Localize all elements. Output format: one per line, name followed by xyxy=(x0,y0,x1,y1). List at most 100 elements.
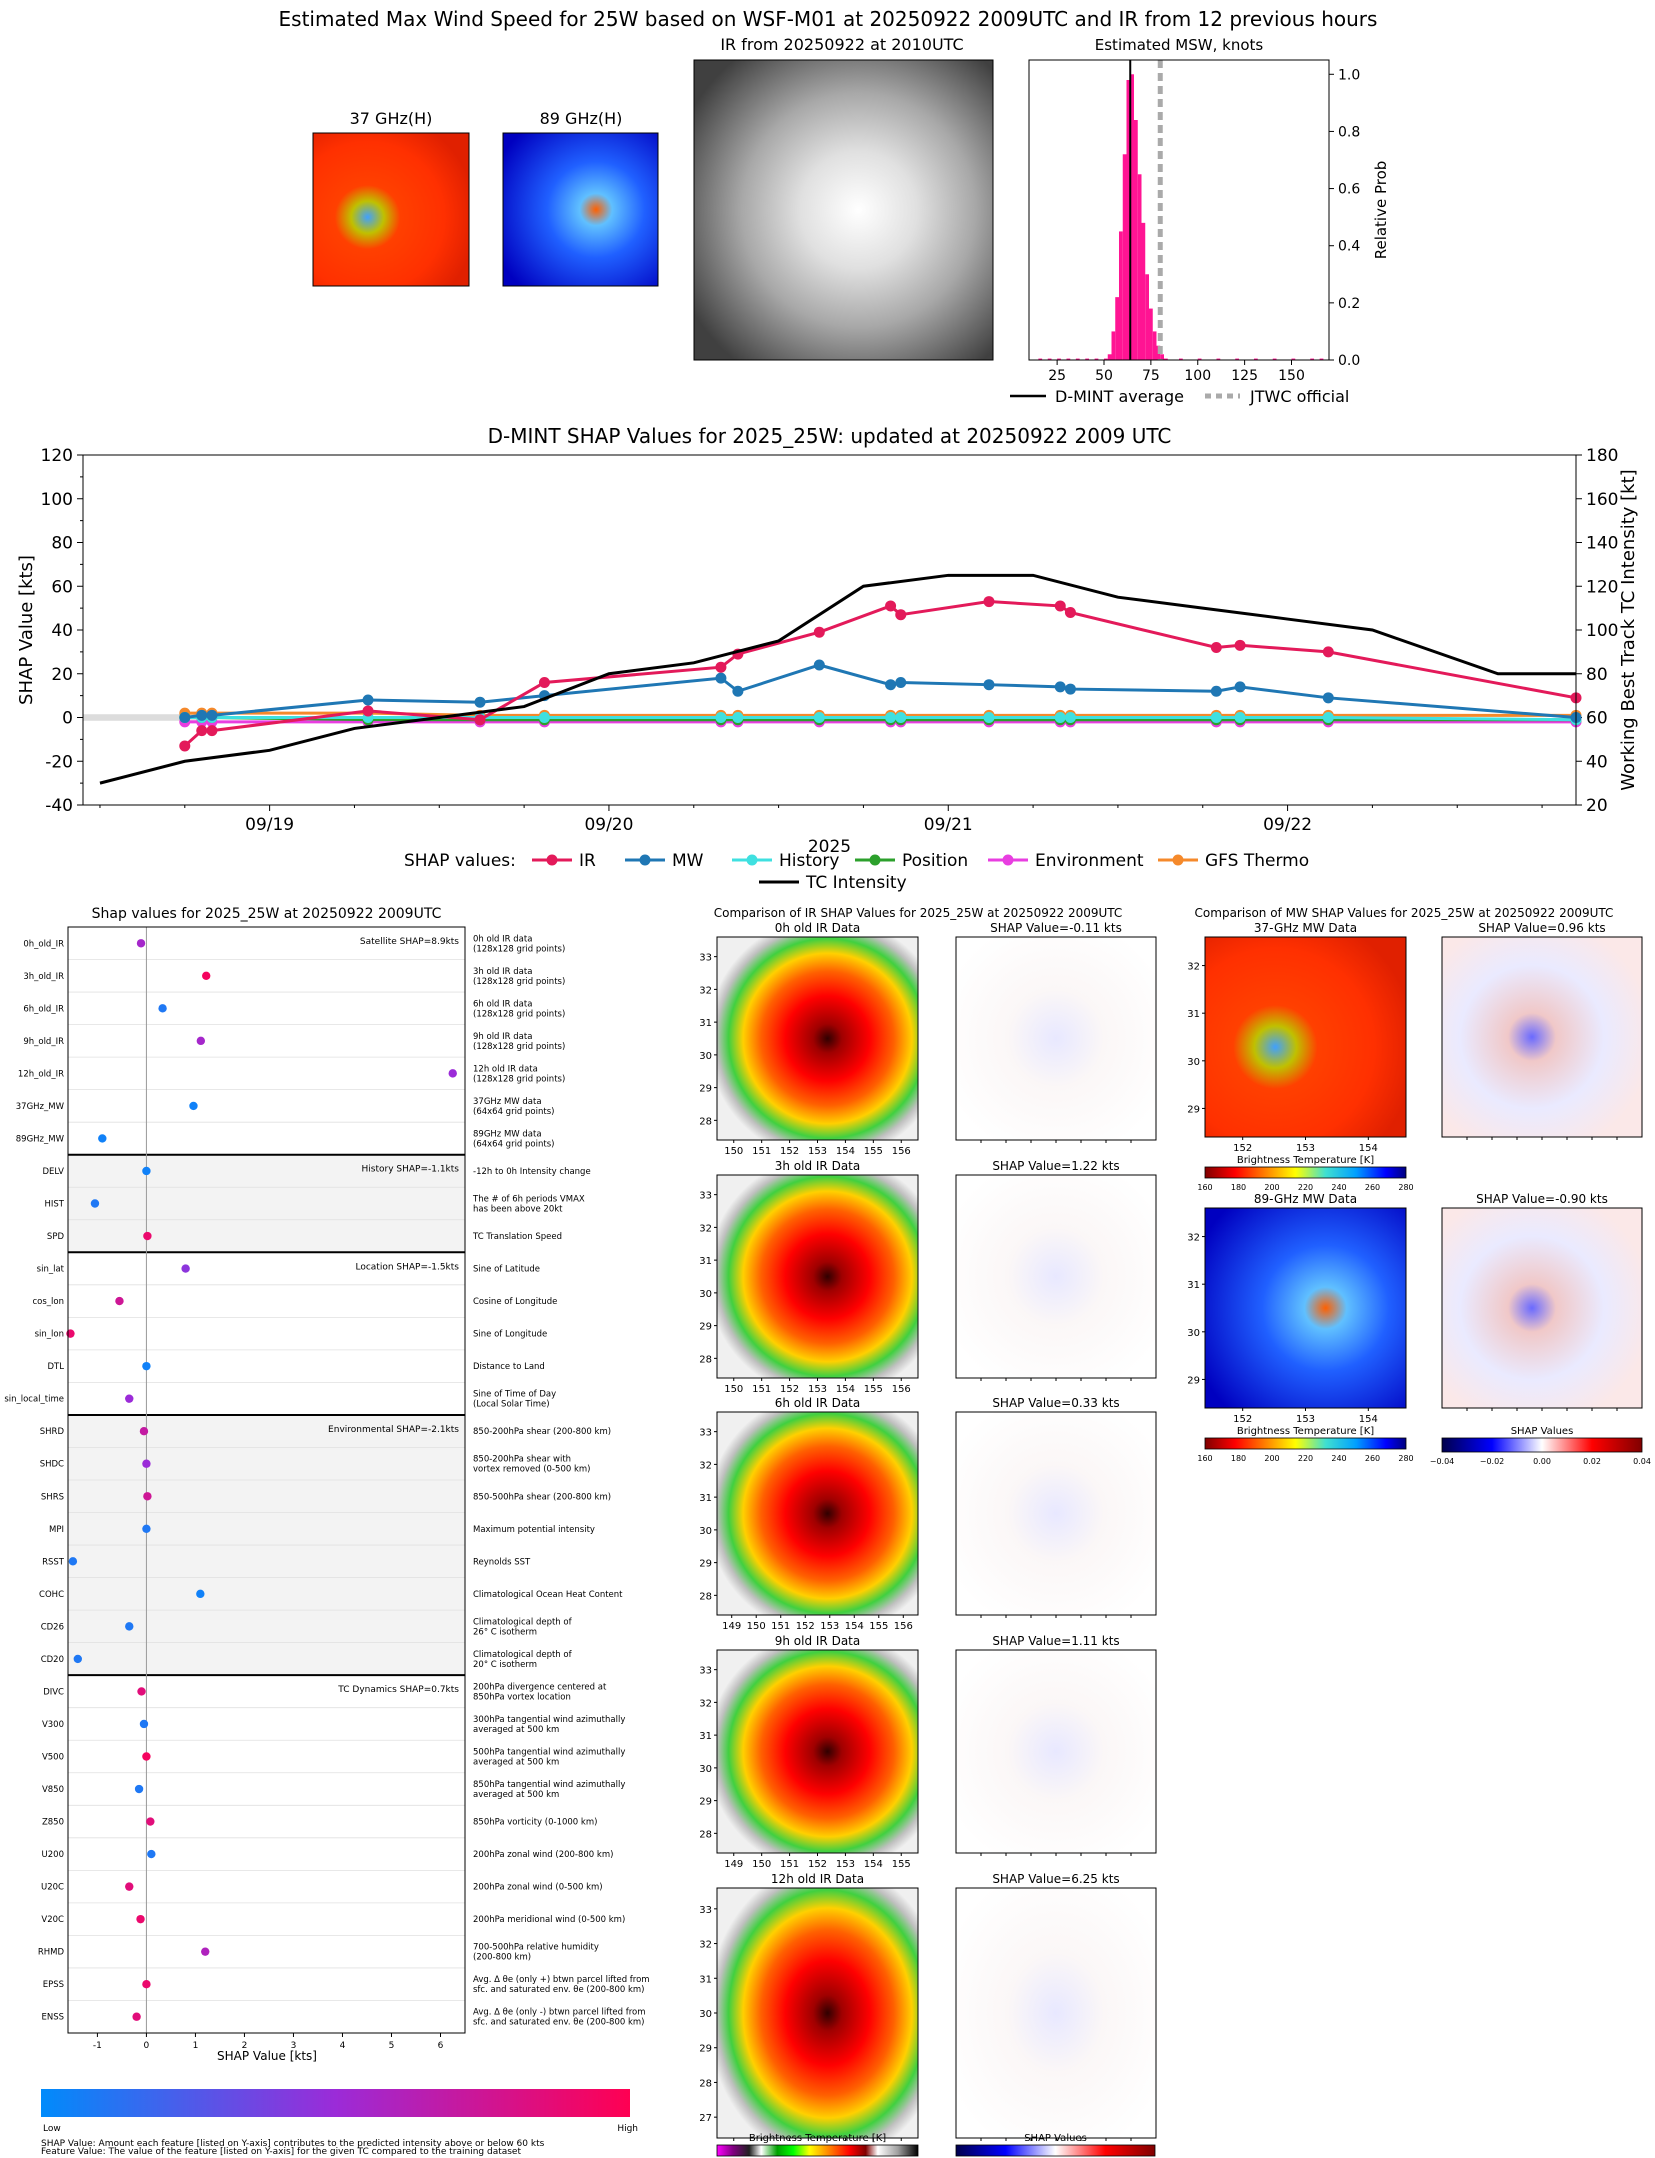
image-panel-title: SHAP Value=0.96 kts xyxy=(1478,921,1605,935)
image-panel xyxy=(955,1649,1157,1854)
mw37-title: 37 GHz(H) xyxy=(350,109,433,128)
fp-xtick-label: 5 xyxy=(389,2041,395,2051)
hist-bar xyxy=(1111,331,1116,360)
series-point-ir xyxy=(538,677,550,688)
fp-feature-name: DTL xyxy=(48,1362,65,1372)
fp-group-bg xyxy=(68,1252,465,1415)
colorbar-tick-label: 220 xyxy=(1298,1183,1313,1192)
series-point-mw xyxy=(983,679,995,691)
image-ytick-label: 33 xyxy=(699,1666,712,1677)
fp-xtick-label: 4 xyxy=(340,2041,346,2051)
fp-group-bg xyxy=(68,927,465,1155)
hist-bar xyxy=(1107,354,1112,360)
image-panel xyxy=(955,936,1157,1141)
fp-feature-name: DIVC xyxy=(43,1687,64,1697)
fp-shap-point xyxy=(125,1622,134,1631)
fp-title: Shap values for 2025_25W at 20250922 200… xyxy=(92,906,442,922)
hist-bar xyxy=(1254,358,1258,360)
series-point-mw xyxy=(715,672,727,684)
colorbar-tick-label: 280 xyxy=(1398,1183,1413,1192)
fp-feature-desc: vortex removed (0-500 km) xyxy=(473,1465,590,1475)
fp-feature-desc: Sine of Latitude xyxy=(473,1265,540,1275)
fp-feature-desc: (64x64 grid points) xyxy=(473,1107,554,1117)
fp-feature-desc: 3h old IR data xyxy=(473,967,532,977)
image-panel-title: SHAP Value=-0.90 kts xyxy=(1476,1192,1608,1206)
fp-feature-name: SPD xyxy=(47,1232,65,1242)
image-panel-title: SHAP Value=0.33 kts xyxy=(992,1396,1119,1410)
fp-feature-name: CD26 xyxy=(41,1622,64,1632)
hist-bar xyxy=(1319,358,1324,360)
fp-shap-point xyxy=(115,1296,124,1306)
image-ytick-label: 32 xyxy=(1187,962,1200,973)
fp-shap-point xyxy=(125,1882,134,1891)
series-point-ir xyxy=(206,725,218,737)
colorbar-tick-label: 200 xyxy=(1264,1183,1279,1192)
ts-legend-marker xyxy=(1172,854,1184,866)
fp-feature-desc: sfc. and saturated env. θe (200-800 km) xyxy=(473,1985,645,1995)
fp-colorbar-low: Low xyxy=(43,2124,61,2134)
series-point-mw xyxy=(1210,685,1222,697)
fp-feature-desc: Avg. Δ θe (only -) btwn parcel lifted fr… xyxy=(473,2008,646,2018)
fp-shap-point xyxy=(142,1752,151,1761)
mw89-title: 89 GHz(H) xyxy=(540,109,623,128)
ts-ytick-right-label: 40 xyxy=(1586,752,1608,772)
fp-feature-name: MPI xyxy=(49,1525,64,1535)
fp-feature-name: cos_lon xyxy=(32,1297,64,1307)
fp-colorbar xyxy=(41,2089,630,2117)
series-point-history xyxy=(538,712,550,723)
series-point-mw xyxy=(1064,683,1076,695)
hist-xtick-label: 75 xyxy=(1142,368,1160,384)
fp-feature-desc: (128x128 grid points) xyxy=(473,1042,565,1052)
fp-feature-desc: 26° C isotherm xyxy=(473,1627,537,1637)
hist-xtick-label: 25 xyxy=(1048,368,1066,384)
fp-xtick-label: 2 xyxy=(242,2041,248,2051)
series-point-mw xyxy=(732,685,744,697)
hist-xtick-label: 50 xyxy=(1095,368,1113,384)
fp-shap-point xyxy=(142,1459,151,1468)
fp-shap-point xyxy=(448,1069,457,1078)
fp-feature-desc: 0h old IR data xyxy=(473,934,532,944)
fp-feature-desc: (128x128 grid points) xyxy=(473,1074,565,1084)
fp-feature-name: U200 xyxy=(42,1850,64,1860)
image-xtick-label: 153 xyxy=(808,1384,827,1395)
fp-note-2: Feature Value: The value of the feature … xyxy=(41,2147,521,2157)
ts-ytick-left-label: -40 xyxy=(45,796,73,816)
series-point-ir xyxy=(715,661,727,673)
image-ytick-label: 28 xyxy=(699,1354,712,1365)
ts-legend-label: MW xyxy=(672,851,704,871)
series-point-ir xyxy=(474,714,486,726)
series-point-ir xyxy=(1064,607,1076,618)
image-xtick-label: 154 xyxy=(836,1384,855,1395)
fp-shap-point xyxy=(136,939,146,948)
hist-bar xyxy=(1075,358,1080,360)
fp-feature-name: sin_lon xyxy=(35,1330,64,1340)
series-point-ir xyxy=(1322,646,1334,658)
image-xtick-label: 153 xyxy=(1296,1414,1315,1425)
fp-xtick-label: 0 xyxy=(144,2041,150,2051)
fp-feature-name: RHMD xyxy=(38,1948,65,1958)
series-point-ir xyxy=(1234,639,1246,651)
ts-legend-label: History xyxy=(779,851,839,871)
hist-xtick-label: 100 xyxy=(1184,368,1211,384)
fp-feature-desc: 850-500hPa shear (200-800 km) xyxy=(473,1492,611,1502)
fp-shap-point xyxy=(202,971,211,980)
hist-bar xyxy=(1152,331,1157,360)
zero-band xyxy=(83,714,213,721)
fp-feature-name: 12h_old_IR xyxy=(18,1069,64,1079)
fp-feature-name: RSST xyxy=(42,1557,65,1567)
hist-bar xyxy=(1145,274,1149,360)
series-point-mw xyxy=(895,677,907,688)
fp-feature-desc: 200hPa zonal wind (200-800 km) xyxy=(473,1850,613,1860)
image-xtick-label: 154 xyxy=(1359,1143,1378,1154)
shap-timeseries: D-MINT SHAP Values for 2025_25W: updated… xyxy=(16,424,1639,893)
image-ytick-label: 29 xyxy=(699,2044,712,2055)
colorbar xyxy=(955,2144,1156,2157)
image-ytick-label: 29 xyxy=(1187,1375,1200,1386)
hist-bar xyxy=(1122,154,1127,360)
hist-bar xyxy=(1197,358,1202,360)
fp-feature-desc: (200-800 km) xyxy=(473,1953,531,1963)
mwc-title: Comparison of MW SHAP Values for 2025_25… xyxy=(1195,906,1614,920)
fp-shap-point xyxy=(90,1199,100,1208)
ts-title: D-MINT SHAP Values for 2025_25W: updated… xyxy=(488,424,1172,448)
image-panel xyxy=(1204,1207,1407,1409)
